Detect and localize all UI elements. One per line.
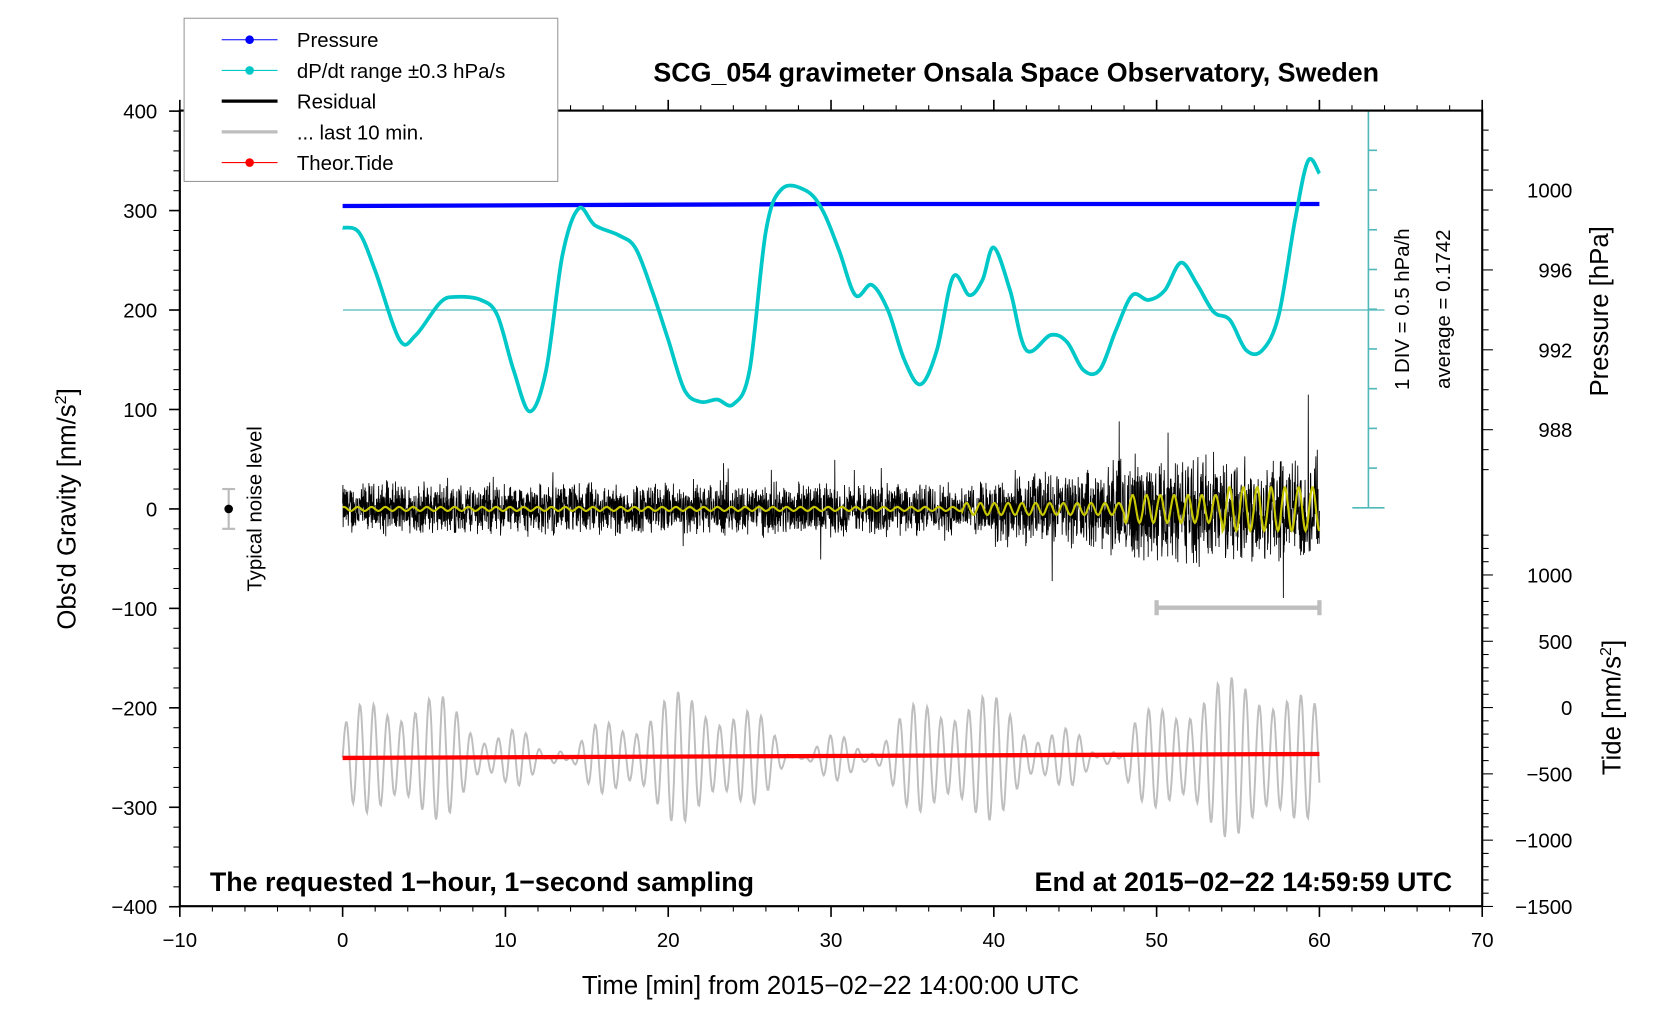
y-tick-label: −400 — [111, 897, 157, 919]
pressure-tick-label: 992 — [1538, 340, 1572, 362]
y-tick-label: 0 — [146, 499, 157, 521]
y-axis-label-pressure: Pressure [hPa] — [1586, 226, 1614, 396]
y-tick-label: 200 — [123, 301, 157, 323]
residual-series — [342, 394, 1320, 599]
legend-marker — [245, 35, 254, 45]
theor-tide-series — [342, 751, 1320, 761]
tide-tick-label: 500 — [1538, 632, 1572, 654]
x-tick-label: 70 — [1471, 930, 1494, 952]
last-10-min-series — [341, 677, 1321, 838]
legend-marker — [245, 66, 254, 75]
pressure-tick-label: 1000 — [1527, 181, 1572, 203]
tide-tick-label: −1000 — [1515, 831, 1572, 853]
residual-smoothed-series — [342, 486, 1321, 535]
x-tick-label: 20 — [657, 930, 680, 952]
y-tick-label: 400 — [123, 102, 157, 124]
annotation-bottom-left: The requested 1−hour, 1−second sampling — [210, 867, 754, 897]
y-tick-label: −200 — [111, 698, 157, 720]
legend-label: Theor.Tide — [297, 153, 394, 175]
x-tick-label: 40 — [982, 930, 1005, 952]
y-tick-label: −300 — [111, 798, 157, 820]
y-axis-label-tide: Tide [nm/s2] — [1597, 640, 1627, 775]
legend: Pressure dP/dt range ±0.3 hPa/s Residual..… — [183, 17, 559, 182]
pressure-tick-label: 988 — [1538, 420, 1572, 442]
tide-tick-label: 1000 — [1527, 565, 1572, 587]
y-axis-label-left: Obs'd Gravity [nm/s2] — [52, 388, 82, 629]
legend-label: dP/dt range ±0.3 hPa/s — [297, 61, 505, 83]
x-tick-label: 30 — [820, 930, 843, 952]
average-label: average = 0.1742 — [1433, 230, 1455, 389]
x-tick-label: −10 — [163, 930, 198, 952]
x-tick-label: 0 — [337, 930, 348, 952]
x-tick-label: 10 — [494, 930, 517, 952]
tide-tick-label: 0 — [1561, 698, 1572, 720]
legend-label: Pressure — [297, 30, 379, 52]
div-label: 1 DIV = 0.5 hPa/h — [1392, 228, 1414, 390]
legend-marker — [245, 158, 254, 167]
x-axis-label: Time [min] from 2015−02−22 14:00:00 UTC — [582, 972, 1079, 1000]
y-tick-label: 300 — [123, 201, 157, 223]
tide-tick-label: −1500 — [1515, 897, 1572, 919]
noise-level-label: Typical noise level — [244, 426, 266, 591]
noise-level-point — [224, 504, 233, 514]
pressure-series — [342, 201, 1320, 209]
chart-title: SCG_054 gravimeter Onsala Space Observat… — [653, 58, 1379, 88]
x-tick-label: 60 — [1308, 930, 1331, 952]
y-tick-label: 100 — [123, 400, 157, 422]
legend-label: ... last 10 min. — [297, 122, 424, 144]
y-tick-label: −100 — [111, 599, 157, 621]
x-tick-label: 50 — [1145, 930, 1168, 952]
annotation-bottom-right: End at 2015−02−22 14:59:59 UTC — [1035, 867, 1453, 897]
dpdt-series — [342, 157, 1322, 414]
legend-label: Residual — [297, 92, 376, 114]
tide-tick-label: −500 — [1526, 764, 1572, 786]
pressure-tick-label: 996 — [1538, 260, 1572, 282]
